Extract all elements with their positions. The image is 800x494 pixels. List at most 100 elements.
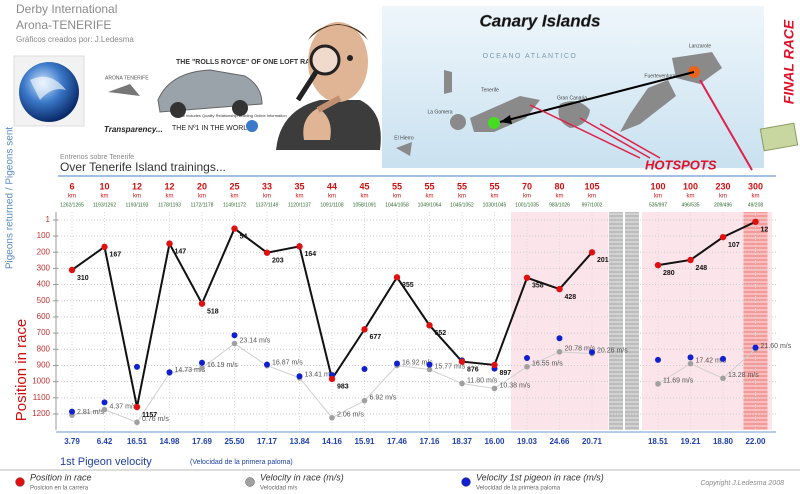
position-point [719, 233, 727, 241]
velocity-point [459, 380, 465, 387]
position-label: 201 [597, 257, 609, 264]
velocity-label: 14.73 m/s [175, 367, 206, 374]
km-value: 55 [424, 181, 434, 191]
km-value: 20 [197, 181, 207, 191]
position-label: 428 [565, 294, 577, 301]
position-label: 147 [175, 248, 187, 255]
km-value: 6 [69, 181, 74, 191]
position-label: 897 [500, 370, 512, 377]
first-velocity-point [101, 399, 108, 406]
km-value: 12 [132, 181, 142, 191]
km-value: 10 [99, 181, 109, 191]
first-velocity-label: 16.00 [484, 437, 505, 446]
island [470, 96, 540, 132]
pigeons-ratio: 1049/1064 [418, 202, 442, 208]
island-label: La Gomera [427, 109, 452, 115]
position-label: 652 [435, 330, 447, 337]
position-point [133, 403, 141, 411]
header-line1: Derby International [16, 2, 117, 16]
pigeons-ratio: 1172/1178 [191, 202, 214, 208]
km-value: 100 [650, 181, 665, 191]
legend-label-es: Velocidad de la primera paloma [476, 486, 561, 492]
position-line [657, 220, 756, 267]
pigeons-ratio: 209/496 [714, 202, 732, 208]
first-velocity-point [720, 355, 726, 362]
pigeons-ratio: 496/535 [681, 202, 699, 208]
first-velocity-point [426, 361, 433, 368]
first-velocity-label: 17.46 [387, 437, 408, 446]
first-velocity-label: 14.16 [322, 437, 343, 446]
island-label: Gran Canaria [557, 95, 587, 101]
km-value: 25 [229, 181, 239, 191]
first-velocity-point [556, 335, 563, 342]
y-tick-label: 200 [37, 247, 51, 256]
arrow-head [500, 115, 512, 124]
velocity-point [199, 365, 205, 371]
first-velocity-point [524, 355, 530, 362]
km-unit: km [361, 194, 369, 200]
ad-wheel [232, 100, 248, 116]
first-velocity-point [394, 360, 400, 367]
first-velocity-label: 15.91 [354, 437, 375, 446]
y-tick-label: 100 [37, 231, 51, 240]
island [558, 101, 590, 128]
y-tick-label: 800 [37, 344, 51, 353]
y-tick-label: 300 [37, 263, 51, 272]
velocity-label: 0.76 m/s [142, 416, 169, 423]
pigeons-ratio: 1045/1052 [450, 202, 474, 208]
km-value: 44 [327, 181, 337, 191]
position-label: 358 [532, 283, 544, 290]
position-point [198, 300, 206, 307]
y-tick-label: 1 [46, 215, 51, 224]
km-value: 105 [584, 181, 599, 191]
island [396, 142, 412, 156]
pigeons-ratio: 1262/1265 [60, 202, 84, 208]
first-velocity-point [296, 373, 303, 380]
chart-subtitle: Entrenos sobre Tenerife [60, 154, 134, 161]
km-unit: km [426, 194, 434, 200]
island [620, 80, 676, 132]
velocity-label: 16.92 m/s [402, 359, 433, 366]
velocity-label: 16.87 m/s [272, 359, 303, 366]
copyright: Copyright J.Ledesma 2008 [700, 480, 784, 487]
first-velocity-point [134, 363, 140, 370]
velocity-label: 10.38 m/s [500, 382, 531, 389]
position-point [458, 358, 466, 365]
km-unit: km [523, 194, 531, 200]
position-point [101, 243, 108, 251]
map-title: Canary Islands [480, 11, 601, 30]
km-unit: km [198, 194, 206, 200]
position-point [328, 375, 336, 383]
first-velocity-label: 20.71 [582, 437, 603, 446]
km-value: 300 [748, 181, 763, 191]
hotspots-label: HOTSPOTS [645, 157, 717, 172]
velocity-label: 17.42 m/s [696, 358, 727, 365]
legend-swatch [245, 477, 255, 487]
first-velocity-label: 18.51 [648, 437, 669, 446]
hotspot-arrow [529, 104, 641, 159]
position-label: 677 [370, 334, 382, 341]
first-velocity-label: 19.21 [680, 437, 701, 446]
km-unit: km [166, 194, 174, 200]
velocity-point [655, 381, 661, 387]
man-illustration [276, 22, 381, 150]
km-unit: km [491, 194, 499, 200]
ad-logo [246, 120, 258, 132]
position-point [166, 240, 173, 247]
velocity-label: 13.28 m/s [728, 372, 759, 379]
ad-price: Price includes Quality Relationship Buil… [176, 113, 287, 118]
position-label: 280 [663, 270, 675, 277]
velocity-label: 11.69 m/s [663, 378, 694, 385]
position-label: 248 [696, 265, 708, 272]
velocity-label: 21.60 m/s [761, 343, 792, 350]
ad-brand: ARONA TENERIFE [105, 75, 149, 81]
km-unit: km [231, 194, 239, 200]
km-unit: km [263, 194, 271, 200]
header-line2: Arona-TENERIFE [16, 18, 111, 32]
pigeons-ratio: 997/1002 [582, 202, 603, 208]
position-point [588, 249, 596, 256]
km-value: 230 [715, 181, 730, 191]
position-label: 876 [467, 366, 479, 373]
